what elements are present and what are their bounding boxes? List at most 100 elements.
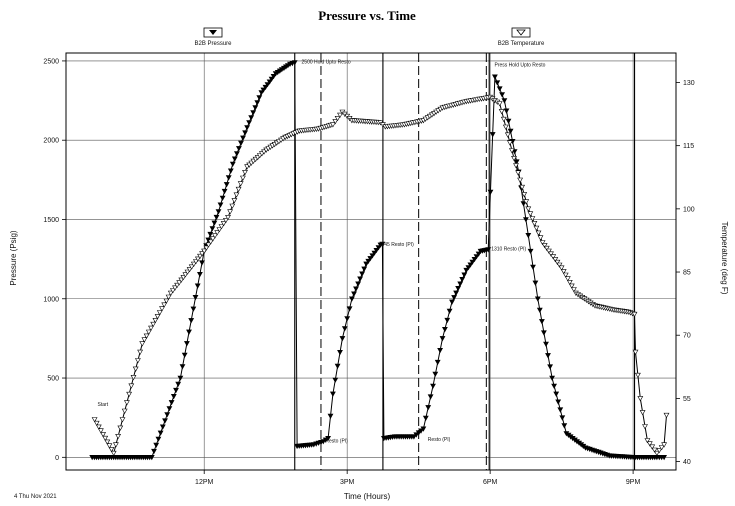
data-point-marker	[194, 283, 201, 289]
data-point-marker	[344, 316, 351, 322]
data-point-marker	[110, 450, 117, 457]
data-point-marker	[174, 282, 181, 289]
data-point-marker	[168, 400, 175, 406]
data-point-marker	[422, 415, 429, 422]
data-point-marker	[351, 291, 357, 297]
data-point-marker	[182, 272, 189, 278]
data-point-marker	[520, 201, 527, 207]
data-point-marker	[229, 203, 236, 209]
data-point-marker	[522, 217, 529, 223]
data-point-marker	[651, 447, 658, 453]
data-point-marker	[523, 199, 530, 205]
x-axis-label: Time (Hours)	[344, 492, 391, 501]
data-point-marker	[543, 341, 549, 348]
data-point-marker	[173, 387, 179, 394]
data-point-marker	[547, 364, 554, 370]
data-point-marker	[153, 442, 160, 449]
legend: B2B Pressure B2B Temperature	[194, 27, 545, 47]
data-point-marker	[254, 100, 261, 106]
data-point-marker	[463, 267, 470, 274]
data-point-marker	[157, 430, 164, 436]
data-point-marker	[498, 109, 505, 115]
legend-temperature-marker-icon	[516, 29, 526, 36]
data-point-marker	[237, 181, 244, 187]
data-point-marker	[525, 233, 532, 239]
data-point-marker	[556, 262, 563, 268]
data-point-marker	[117, 425, 124, 431]
data-point-marker	[231, 198, 238, 204]
data-point-marker	[190, 306, 197, 312]
data-point-marker	[432, 371, 439, 378]
data-point-marker	[161, 302, 168, 308]
y-tick-label-left: 1000	[43, 296, 59, 303]
data-point-marker	[332, 119, 339, 125]
data-point-marker	[209, 226, 216, 232]
data-point-marker	[250, 110, 257, 116]
data-point-marker	[329, 122, 336, 128]
data-point-marker	[503, 108, 510, 114]
data-point-marker	[644, 438, 651, 444]
data-point-marker	[532, 280, 539, 286]
x-tick-label: 6PM	[483, 479, 498, 486]
data-point-marker	[502, 124, 509, 130]
data-point-marker	[646, 441, 653, 447]
data-point-marker	[529, 216, 536, 222]
data-point-marker	[246, 120, 253, 126]
y-tick-label-right: 115	[683, 143, 694, 150]
data-point-marker	[325, 436, 332, 442]
data-point-marker	[291, 60, 298, 66]
data-point-marker	[365, 258, 372, 265]
data-point-marker	[461, 272, 468, 278]
series-temperature	[91, 94, 670, 457]
annotation-label: Resto (PI)	[428, 437, 451, 443]
data-point-marker	[560, 269, 567, 275]
data-point-marker	[270, 74, 277, 80]
data-point-marker	[121, 408, 128, 414]
data-point-marker	[439, 336, 446, 342]
data-point-marker	[656, 448, 663, 454]
data-point-marker	[348, 296, 355, 302]
data-point-marker	[162, 418, 168, 424]
data-point-marker	[154, 314, 161, 320]
data-point-marker	[150, 321, 157, 328]
data-point-marker	[649, 444, 656, 450]
annotation-label: 2500 Hold Upto Resto	[302, 60, 351, 66]
data-point-marker	[196, 272, 203, 278]
data-point-marker	[353, 286, 359, 292]
data-point-marker	[430, 383, 436, 389]
data-point-marker	[531, 221, 538, 227]
data-point-marker	[371, 250, 378, 256]
data-point-marker	[108, 447, 115, 453]
data-point-marker	[188, 318, 195, 324]
data-point-marker	[143, 333, 150, 339]
data-point-marker	[434, 359, 441, 366]
data-point-marker	[192, 259, 199, 265]
data-point-marker	[337, 112, 343, 119]
data-point-marker	[538, 319, 545, 325]
left-axis-ticks: 0 500 1000 1500 2000 2500	[43, 58, 66, 462]
data-point-marker	[451, 295, 458, 301]
data-point-marker	[534, 296, 541, 302]
y-tick-label-left: 2500	[43, 58, 59, 65]
data-point-marker	[199, 251, 206, 257]
data-point-marker	[104, 439, 111, 445]
data-point-marker	[130, 375, 137, 381]
data-point-marker	[233, 151, 240, 157]
data-point-marker	[159, 306, 165, 312]
data-point-marker	[119, 417, 126, 423]
data-point-marker	[192, 295, 199, 301]
data-point-marker	[227, 209, 234, 215]
data-point-marker	[525, 206, 532, 212]
data-point-marker	[212, 233, 218, 239]
data-point-marker	[123, 400, 130, 406]
data-point-marker	[425, 405, 432, 411]
data-point-marker	[637, 396, 644, 402]
data-point-marker	[533, 225, 540, 232]
data-point-marker	[455, 286, 462, 292]
data-point-marker	[181, 352, 188, 358]
data-point-marker	[361, 266, 368, 272]
data-point-marker	[225, 215, 231, 221]
data-point-marker	[203, 245, 210, 251]
data-point-marker	[207, 239, 214, 245]
data-point-marker	[566, 280, 573, 286]
